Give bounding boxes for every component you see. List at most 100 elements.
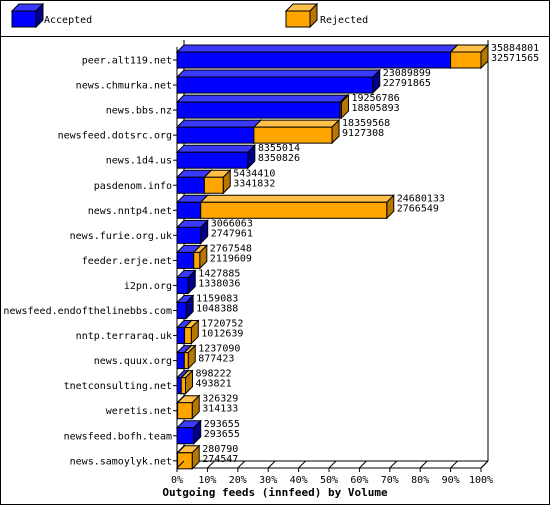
accepted-value-label: 898222 bbox=[196, 369, 232, 380]
category-label: feeder.erje.net bbox=[82, 256, 172, 267]
rejected-value-label: 18805893 bbox=[351, 103, 399, 114]
rejected-bar-front bbox=[339, 101, 342, 119]
rejected-value-label: 1338036 bbox=[198, 278, 240, 289]
accepted-bar-front bbox=[176, 302, 187, 319]
accepted-bar-front bbox=[176, 51, 452, 69]
rejected-value-label: 2766549 bbox=[397, 203, 439, 214]
category-label: pasdenom.info bbox=[94, 181, 172, 192]
rejected-bar-front bbox=[200, 201, 388, 219]
rejected-value-label: 22791865 bbox=[383, 78, 431, 89]
accepted-bar bbox=[175, 118, 263, 145]
accepted-value-label: 8355014 bbox=[258, 143, 300, 154]
bar-group bbox=[175, 43, 490, 70]
accepted-value-label: 19256786 bbox=[351, 93, 399, 104]
rejected-bar-front bbox=[193, 251, 201, 269]
accepted-value-label: 293655 bbox=[204, 419, 240, 430]
accepted-value-label: 1159083 bbox=[196, 294, 238, 305]
rejected-bar bbox=[199, 194, 395, 220]
rejected-value-label: 877423 bbox=[198, 354, 234, 365]
accepted-bar bbox=[175, 143, 257, 170]
bar-group bbox=[175, 294, 195, 320]
legend-accepted-label: Accepted bbox=[44, 15, 92, 26]
accepted-bar-front bbox=[176, 427, 195, 445]
x-tick-label: 30% bbox=[259, 475, 277, 486]
accepted-bar bbox=[175, 219, 209, 245]
category-label: news.1d4.us bbox=[106, 156, 172, 167]
bar-group bbox=[175, 444, 201, 471]
accepted-bar-front bbox=[176, 76, 374, 94]
x-tick-label: 50% bbox=[320, 475, 338, 486]
x-tick-floor-line bbox=[176, 460, 185, 469]
bar-group bbox=[175, 269, 197, 295]
rejected-bar-front bbox=[450, 51, 482, 69]
category-label: news.bbs.nz bbox=[106, 106, 172, 117]
rejected-bar-front bbox=[180, 377, 187, 395]
bar-group bbox=[175, 93, 350, 120]
x-tick-floor-line bbox=[450, 460, 458, 469]
accepted-bar bbox=[175, 419, 202, 445]
rejected-bar-front bbox=[177, 402, 193, 420]
chart-title: Outgoing feeds (innfeed) by Volume bbox=[162, 486, 388, 499]
accepted-bar bbox=[175, 269, 197, 295]
rejected-bar bbox=[339, 93, 350, 120]
x-tick-labels: 0% 10% 20% 30% 40% 50% 60% 70% 80% 90% 100% bbox=[171, 460, 493, 486]
rejected-value-label: 3341832 bbox=[233, 178, 275, 189]
category-label: newsfeed.bofh.team bbox=[64, 431, 172, 442]
category-label: i2pn.org bbox=[124, 281, 172, 292]
rejected-bar bbox=[449, 43, 490, 70]
x-tick-label: 60% bbox=[350, 475, 368, 486]
rejected-value-label: 2747961 bbox=[211, 228, 253, 239]
x-tick-label: 100% bbox=[469, 475, 493, 486]
x-tick-floor-line bbox=[298, 460, 306, 469]
accepted-bar-front bbox=[176, 101, 341, 119]
category-label: news.samoylyk.net bbox=[70, 456, 172, 467]
bar-group bbox=[175, 244, 209, 270]
accepted-value-label: 280790 bbox=[202, 444, 238, 455]
accepted-bar-top bbox=[175, 44, 459, 53]
rejected-value-label: 274547 bbox=[202, 454, 238, 465]
accepted-value-label: 2767548 bbox=[210, 243, 252, 254]
category-label: nntp.terraraq.uk bbox=[76, 331, 172, 342]
x-tick-floor-line bbox=[207, 460, 215, 469]
accepted-value-label: 5434410 bbox=[233, 168, 275, 179]
rejected-bar bbox=[203, 169, 232, 195]
x-tick-label: 20% bbox=[229, 475, 247, 486]
rejected-bar-top bbox=[252, 119, 341, 128]
bar-group bbox=[175, 369, 194, 395]
category-label: news.furie.org.uk bbox=[70, 231, 172, 242]
category-label: weretis.net bbox=[106, 406, 172, 417]
accepted-bar-front bbox=[176, 126, 255, 144]
accepted-bar-top bbox=[175, 69, 381, 78]
legend: Accepted Rejected bbox=[10, 2, 368, 29]
rejected-bar bbox=[180, 369, 194, 395]
legend-accepted-swatch-front bbox=[11, 10, 37, 28]
category-label: newsfeed.dotsrc.org bbox=[58, 131, 172, 142]
x-tick-label: 10% bbox=[198, 475, 216, 486]
accepted-value-label: 326329 bbox=[202, 394, 238, 405]
category-label: news.quux.org bbox=[94, 356, 172, 367]
rejected-value-label: 1012639 bbox=[201, 329, 243, 340]
bar-group bbox=[175, 344, 197, 370]
rejected-bar-front bbox=[184, 327, 192, 345]
accepted-bar-top bbox=[175, 119, 263, 128]
category-label: tnetconsulting.net bbox=[64, 381, 172, 392]
category-label: news.nntp4.net bbox=[88, 206, 172, 217]
legend-accepted-swatch bbox=[10, 2, 45, 29]
x-tick-label: 70% bbox=[381, 475, 399, 486]
legend-rejected-swatch bbox=[284, 2, 319, 29]
x-tick-floor-line bbox=[480, 460, 489, 469]
accepted-bar-front bbox=[176, 151, 249, 169]
rejected-bar bbox=[183, 319, 200, 345]
rejected-bar bbox=[252, 118, 341, 145]
accepted-bar-front bbox=[176, 276, 189, 294]
bar-group bbox=[175, 194, 395, 220]
category-label: peer.alt119.net bbox=[82, 56, 172, 67]
accepted-value-label: 3066063 bbox=[211, 218, 253, 229]
accepted-bar-top bbox=[175, 144, 257, 153]
x-tick-floor-line bbox=[359, 460, 367, 469]
x-tick-floor-line bbox=[237, 460, 246, 469]
bar-group bbox=[175, 219, 209, 245]
category-labels: peer.alt119.net news.chmurka.net news.bbs.… bbox=[3, 56, 177, 467]
bar-group bbox=[175, 143, 257, 170]
accepted-bar-front bbox=[176, 327, 186, 345]
